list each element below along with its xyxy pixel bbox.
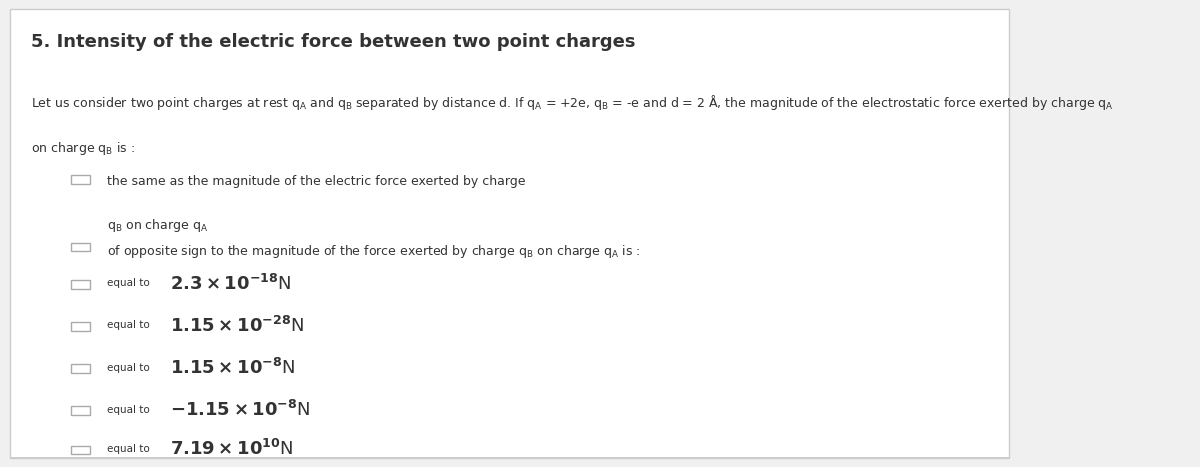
Text: 5. Intensity of the electric force between two point charges: 5. Intensity of the electric force betwe… (30, 33, 635, 51)
Bar (71, 364, 90, 373)
Bar (71, 175, 90, 184)
Text: $\mathbf{-1.15 \times 10^{-8}}$N: $\mathbf{-1.15 \times 10^{-8}}$N (170, 399, 311, 420)
Text: the same as the magnitude of the electric force exerted by charge: the same as the magnitude of the electri… (107, 175, 526, 188)
Bar (71, 446, 90, 454)
Bar (71, 280, 90, 289)
Text: equal to: equal to (107, 320, 154, 331)
Bar (71, 243, 90, 251)
Text: $\mathbf{2.3 \times 10^{-18}}$N: $\mathbf{2.3 \times 10^{-18}}$N (170, 273, 292, 294)
Text: $\mathbf{1.15 \times 10^{-8}}$N: $\mathbf{1.15 \times 10^{-8}}$N (170, 357, 295, 378)
Text: equal to: equal to (107, 362, 154, 373)
Text: $\mathbf{1.15 \times 10^{-28}}$N: $\mathbf{1.15 \times 10^{-28}}$N (170, 315, 305, 336)
Text: equal to: equal to (107, 404, 154, 415)
Text: equal to: equal to (107, 278, 154, 289)
Bar (71, 322, 90, 331)
Text: equal to: equal to (107, 444, 154, 454)
FancyBboxPatch shape (10, 9, 1009, 458)
Text: Let us consider two point charges at rest q$_\mathrm{A}$ and q$_\mathrm{B}$ sepa: Let us consider two point charges at res… (30, 93, 1114, 113)
Text: of opposite sign to the magnitude of the force exerted by charge q$_\mathrm{B}$ : of opposite sign to the magnitude of the… (107, 243, 641, 260)
Text: q$_\mathrm{B}$ on charge q$_\mathrm{A}$: q$_\mathrm{B}$ on charge q$_\mathrm{A}$ (107, 217, 208, 234)
Bar (10, 457, 1009, 458)
Text: $\mathbf{7.19 \times 10^{10}}$N: $\mathbf{7.19 \times 10^{10}}$N (170, 439, 294, 460)
Bar (71, 406, 90, 415)
Text: on charge q$_\mathrm{B}$ is :: on charge q$_\mathrm{B}$ is : (30, 140, 134, 157)
